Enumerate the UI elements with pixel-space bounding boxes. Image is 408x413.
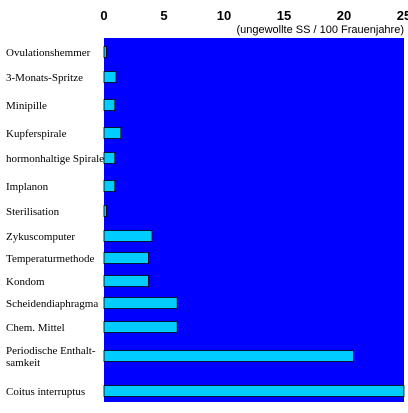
category-label: hormonhaltige Spirale: [6, 153, 104, 165]
x-tick-label: 0: [100, 8, 107, 23]
bar-series: [103, 46, 405, 397]
category-labels: Ovulationshemmer 3-Monats-Spritze Minipill…: [6, 47, 104, 398]
category-label: 3-Monats-Spritze: [6, 72, 83, 84]
x-tick-label: 15: [277, 8, 291, 23]
category-label: Scheidendiaphragma: [6, 298, 98, 310]
category-label-line: Periodische Enthalt-: [6, 345, 96, 357]
bar: [103, 385, 405, 397]
bar: [103, 350, 355, 362]
x-tick-label: 20: [337, 8, 351, 23]
x-tick-label: 5: [160, 8, 167, 23]
category-label-line: Minipille: [6, 100, 47, 112]
x-tick-label: 10: [217, 8, 231, 23]
category-label: Ovulationshemmer: [6, 47, 91, 59]
category-label: Chem. Mittel: [6, 322, 65, 334]
plot-area: [104, 38, 404, 402]
category-label: Zykuscomputer: [6, 231, 75, 243]
bar: [103, 152, 116, 164]
category-label-line: Zykuscomputer: [6, 231, 75, 243]
x-axis-ticks: 0 5 10 15 20 25: [100, 8, 408, 23]
category-label-line: Kondom: [6, 276, 45, 288]
category-label-line: hormonhaltige Spirale: [6, 153, 104, 165]
category-label: Minipille: [6, 100, 47, 112]
category-label: Kondom: [6, 276, 45, 288]
bar: [103, 180, 116, 192]
x-axis-unit-label: (ungewollte SS / 100 Frauenjahre): [236, 24, 404, 36]
category-label: Implanon: [6, 181, 49, 193]
category-label-line: Scheidendiaphragma: [6, 298, 98, 310]
bar: [103, 275, 149, 287]
bar: [103, 46, 107, 58]
category-label-line: Ovulationshemmer: [6, 47, 91, 59]
category-label: Periodische Enthalt-samkeit: [6, 345, 96, 369]
bar: [103, 127, 122, 139]
bar: [103, 205, 107, 217]
category-label: Temperaturmethode: [6, 253, 95, 265]
bar: [103, 71, 117, 83]
bar: [103, 252, 149, 264]
category-label: Coitus interruptus: [6, 386, 85, 398]
category-label-line: Implanon: [6, 181, 49, 193]
bar: [103, 230, 153, 242]
x-tick-label: 25: [397, 8, 408, 23]
category-label-line: 3-Monats-Spritze: [6, 72, 83, 84]
category-label-line: Kupferspirale: [6, 128, 67, 140]
category-label-line: Coitus interruptus: [6, 386, 85, 398]
category-label: Sterilisation: [6, 206, 60, 218]
category-label: Kupferspirale: [6, 128, 67, 140]
bar: [103, 297, 178, 309]
category-label-line: Sterilisation: [6, 206, 60, 218]
bar: [103, 99, 116, 111]
category-label-line: Temperaturmethode: [6, 253, 95, 265]
category-label-line: Chem. Mittel: [6, 322, 65, 334]
category-label-line: samkeit: [6, 357, 40, 369]
bar: [103, 321, 178, 333]
